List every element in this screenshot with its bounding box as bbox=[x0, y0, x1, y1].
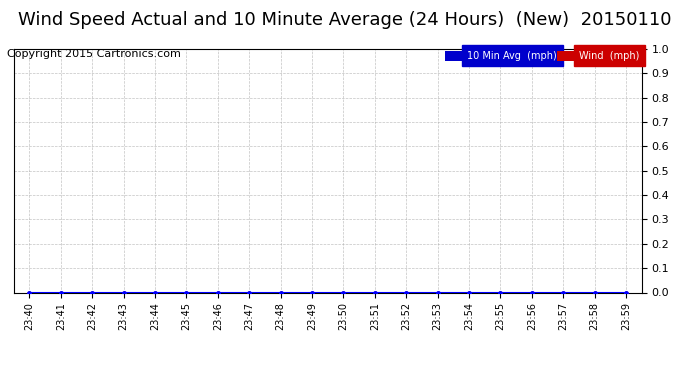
Text: Wind Speed Actual and 10 Minute Average (24 Hours)  (New)  20150110: Wind Speed Actual and 10 Minute Average … bbox=[18, 11, 672, 29]
Legend: 10 Min Avg  (mph), Wind  (mph): 10 Min Avg (mph), Wind (mph) bbox=[443, 49, 642, 63]
Text: Copyright 2015 Cartronics.com: Copyright 2015 Cartronics.com bbox=[7, 49, 181, 59]
